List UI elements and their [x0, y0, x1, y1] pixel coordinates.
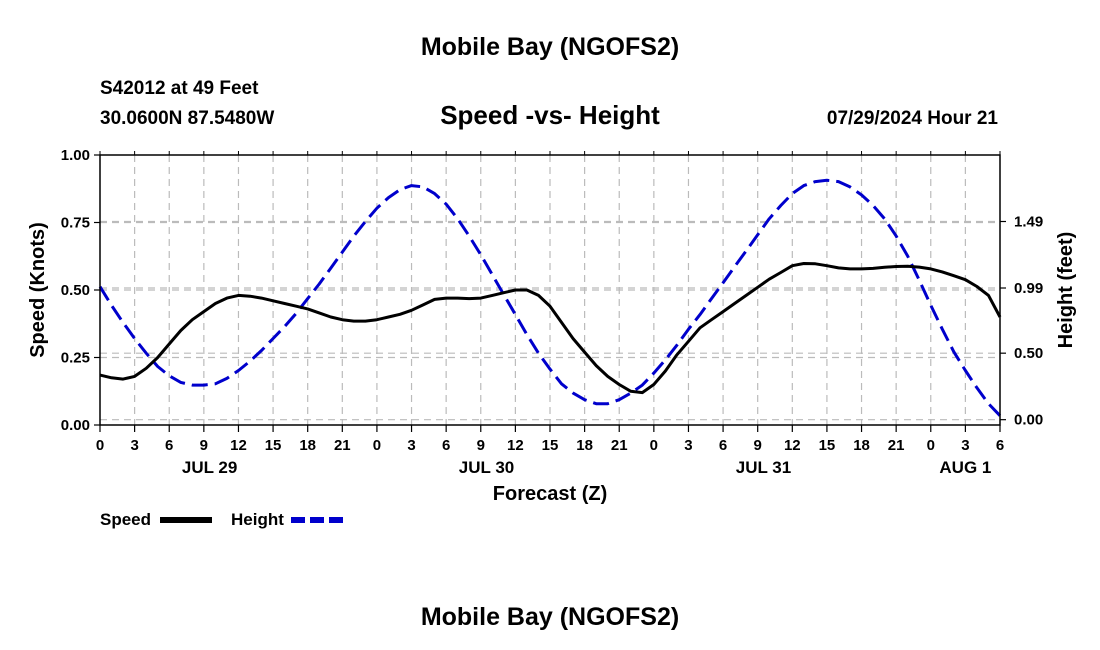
x-tick-label: 12	[507, 437, 524, 454]
x-date-label: AUG 1	[939, 458, 991, 477]
x-tick-label: 12	[230, 437, 247, 454]
x-tick-label: 15	[819, 437, 836, 454]
x-tick-label: 9	[200, 437, 208, 454]
y-right-tick-label: 0.99	[1014, 280, 1043, 297]
y-left-tick-label: 0.75	[61, 215, 90, 232]
x-tick-label: 6	[165, 437, 173, 454]
x-date-label: JUL 29	[182, 458, 237, 477]
y-left-tick-label: 0.50	[61, 282, 90, 299]
x-tick-label: 21	[334, 437, 351, 454]
speed-series-line	[99, 262, 1002, 395]
x-tick-label: 3	[684, 437, 692, 454]
height-series-group	[98, 178, 1002, 417]
x-tick-label: 12	[784, 437, 801, 454]
x-tick-label: 15	[542, 437, 559, 454]
height-series-line	[98, 178, 1002, 417]
x-date-label: JUL 31	[736, 458, 791, 477]
x-tick-label: 21	[888, 437, 905, 454]
speed-series-group	[99, 262, 1002, 395]
y-right-tick-label: 0.50	[1014, 345, 1043, 362]
chart-subtitle: Speed -vs- Height	[440, 100, 660, 130]
coordinates-label: 30.0600N 87.5480W	[100, 108, 274, 129]
x-tick-label: 0	[650, 437, 658, 454]
x-tick-label: 18	[853, 437, 870, 454]
x-tick-label: 0	[927, 437, 935, 454]
y-axis-left-label: Speed (Knots)	[27, 222, 49, 358]
page-title: Mobile Bay (NGOFS2)	[421, 33, 679, 61]
y-left-tick-label: 0.25	[61, 350, 90, 367]
x-date-label: JUL 30	[459, 458, 514, 477]
x-tick-label: 6	[442, 437, 450, 454]
y-right-tick-label: 1.49	[1014, 214, 1043, 231]
x-tick-label: 0	[373, 437, 381, 454]
axis-ticks: 0 3 6 9 12 15 18 21 0 3 6 9 12 15 18 21 0 3 6 9 12 15 18 21 0 3 60…	[61, 147, 1043, 477]
y-left-tick-label: 1.00	[61, 147, 90, 164]
x-tick-label: 0	[96, 437, 104, 454]
legend-height-label: Height	[231, 510, 284, 529]
x-tick-label: 6	[719, 437, 727, 454]
grid	[100, 155, 1000, 425]
y-axis-right-label: Height (feet)	[1055, 232, 1077, 349]
y-right-tick-label: 0.00	[1014, 412, 1043, 429]
run-time-label: 07/29/2024 Hour 21	[827, 108, 999, 129]
y-left-tick-label: 0.00	[61, 417, 90, 434]
legend: Speed Height	[100, 510, 343, 529]
x-tick-label: 18	[576, 437, 593, 454]
x-tick-label: 9	[477, 437, 485, 454]
x-tick-label: 15	[265, 437, 282, 454]
x-tick-label: 6	[996, 437, 1004, 454]
legend-speed-label: Speed	[100, 510, 151, 529]
x-tick-label: 3	[407, 437, 415, 454]
x-tick-label: 21	[611, 437, 628, 454]
x-tick-label: 3	[961, 437, 969, 454]
x-tick-label: 9	[754, 437, 762, 454]
station-label: S42012 at 49 Feet	[100, 78, 259, 99]
x-axis-label: Forecast (Z)	[493, 483, 607, 505]
x-tick-label: 18	[299, 437, 316, 454]
x-tick-label: 3	[130, 437, 138, 454]
footer-title: Mobile Bay (NGOFS2)	[421, 603, 679, 631]
